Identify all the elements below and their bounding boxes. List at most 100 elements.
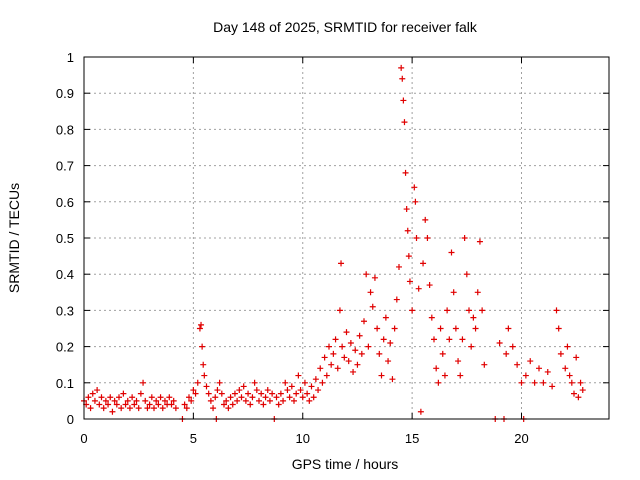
data-point — [481, 361, 488, 368]
data-point — [192, 390, 199, 397]
data-point — [214, 387, 221, 394]
data-point — [229, 401, 236, 408]
data-point — [148, 394, 155, 401]
data-point — [118, 405, 125, 412]
data-point — [96, 401, 103, 408]
data-point — [205, 390, 212, 397]
data-point — [472, 325, 479, 332]
data-point — [286, 394, 293, 401]
data-point — [409, 307, 416, 314]
data-point — [399, 75, 406, 82]
data-point — [181, 401, 188, 408]
data-point — [553, 307, 560, 314]
data-point — [317, 365, 324, 372]
data-point — [225, 405, 232, 412]
data-point — [450, 289, 457, 296]
data-point — [371, 274, 378, 281]
data-point — [358, 350, 365, 357]
data-point — [129, 394, 136, 401]
data-point — [557, 350, 564, 357]
y-tick-label: 0.9 — [56, 86, 74, 101]
data-point — [315, 387, 322, 394]
data-point — [503, 350, 510, 357]
data-point — [376, 350, 383, 357]
data-point — [155, 401, 162, 408]
data-point — [100, 405, 107, 412]
data-point — [260, 401, 267, 408]
x-axis-label: GPS time / hours — [292, 456, 399, 472]
data-point — [120, 390, 127, 397]
data-point — [509, 343, 516, 350]
data-point — [334, 365, 341, 372]
data-point — [310, 394, 317, 401]
data-point — [474, 289, 481, 296]
data-point — [428, 314, 435, 321]
data-point — [496, 339, 503, 346]
y-tick-label: 0.1 — [56, 376, 74, 391]
data-point — [343, 329, 350, 336]
data-point — [345, 358, 352, 365]
data-point — [151, 405, 157, 412]
data-point — [238, 394, 245, 401]
x-tick-label: 20 — [514, 431, 528, 446]
data-point — [476, 238, 483, 245]
data-point — [280, 397, 287, 404]
data-point — [448, 249, 455, 256]
data-point — [190, 387, 197, 394]
data-point — [363, 271, 370, 278]
data-point — [332, 336, 339, 343]
data-point — [227, 394, 234, 401]
data-point — [200, 361, 207, 368]
data-point — [437, 325, 444, 332]
data-point — [240, 383, 247, 390]
data-point — [457, 372, 464, 379]
data-point — [459, 336, 466, 343]
data-point — [264, 387, 271, 394]
data-point — [544, 368, 551, 375]
data-point — [89, 390, 96, 397]
data-point — [146, 401, 153, 408]
data-point — [157, 394, 164, 401]
data-point — [105, 401, 112, 408]
data-point — [188, 397, 195, 404]
axis-ticks: 00.10.20.30.40.50.60.70.80.910 5 10 15 20 — [56, 50, 609, 446]
data-point — [196, 325, 203, 332]
data-point — [85, 394, 92, 401]
data-point — [234, 397, 241, 404]
data-point — [251, 379, 258, 386]
data-point — [299, 394, 306, 401]
data-point — [531, 379, 538, 386]
data-point — [328, 361, 335, 368]
data-point — [94, 387, 101, 394]
data-point — [218, 390, 225, 397]
data-point — [312, 376, 319, 383]
data-point — [413, 235, 420, 241]
data-point — [540, 379, 547, 386]
data-point — [354, 361, 361, 368]
data-point — [577, 379, 584, 386]
data-point — [277, 390, 284, 397]
data-point — [194, 379, 201, 386]
data-point — [275, 401, 282, 408]
grid — [84, 57, 609, 419]
y-tick-label: 0.8 — [56, 122, 74, 137]
data-point — [293, 390, 300, 397]
data-point — [107, 394, 114, 401]
data-point — [109, 408, 116, 415]
data-point — [116, 394, 122, 401]
data-point — [245, 390, 252, 397]
data-point — [126, 405, 133, 412]
data-point — [168, 401, 175, 408]
data-point — [273, 394, 280, 401]
data-point — [404, 227, 411, 234]
data-point — [249, 394, 256, 401]
data-point — [295, 372, 302, 379]
data-point — [113, 401, 120, 408]
y-axis-label: SRMTID / TECUs — [6, 183, 22, 293]
data-point — [575, 394, 582, 401]
y-tick-label: 0.4 — [56, 267, 74, 282]
data-point — [514, 361, 521, 368]
data-point — [367, 289, 374, 296]
data-point — [319, 379, 326, 386]
